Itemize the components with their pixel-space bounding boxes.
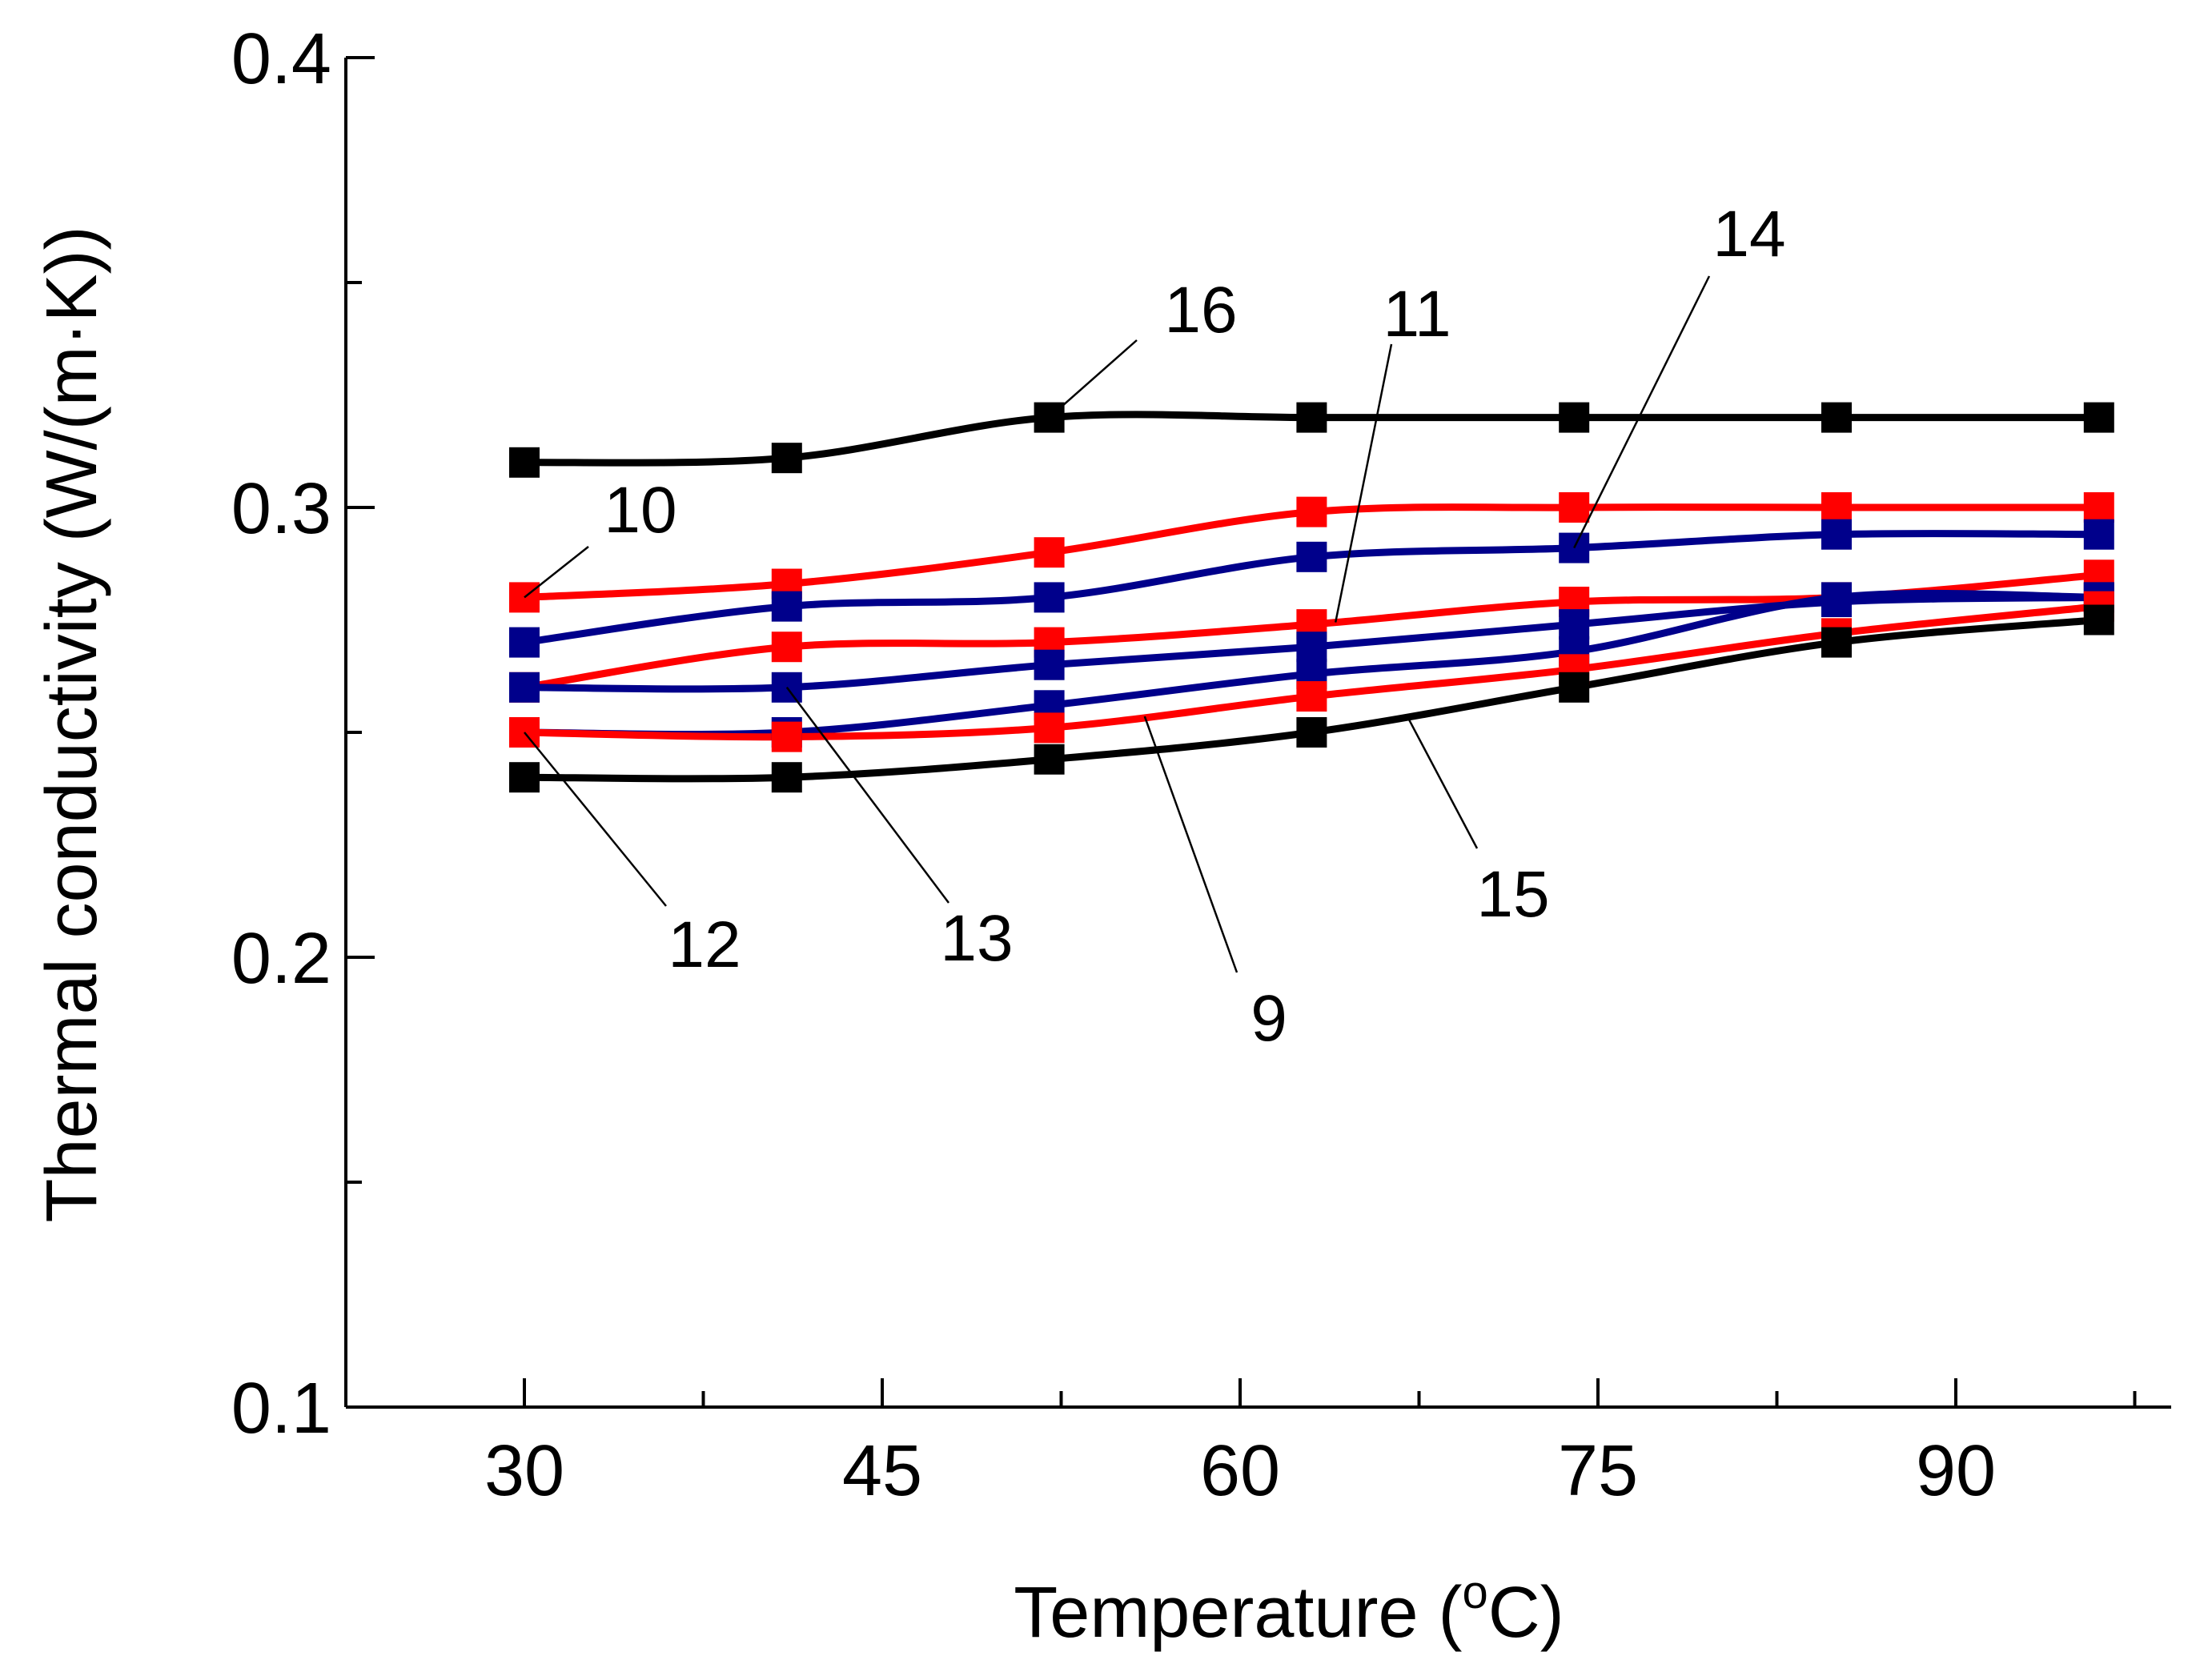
marker-series-12 [1559, 672, 1590, 703]
x-tick-label: 90 [1916, 1431, 1996, 1511]
x-axis-title-main: Temperature ( [1014, 1573, 1462, 1653]
marker-series-12 [1034, 744, 1065, 775]
x-axis-title-superscript: o [1462, 1566, 1487, 1618]
series-label-16: 16 [1164, 274, 1237, 347]
marker-series-14 [771, 591, 802, 622]
leader-line-12 [524, 732, 667, 907]
series-label-13: 13 [940, 902, 1013, 975]
marker-series-16 [1296, 402, 1327, 433]
marker-series-12 [509, 762, 540, 793]
y-tick-label: 0.4 [231, 19, 331, 99]
series-label-9: 9 [1251, 982, 1287, 1055]
marker-series-14 [1296, 541, 1327, 572]
marker-series-12 [771, 762, 802, 793]
series-label-15: 15 [1476, 858, 1549, 931]
y-axis-title: Thermal conductivity (W/(m·K)) [32, 226, 112, 1222]
leader-line-10 [524, 546, 589, 599]
marker-series-10 [1296, 496, 1327, 527]
marker-series-10 [1034, 537, 1065, 568]
leader-line-9 [1143, 716, 1238, 973]
marker-series-10 [1821, 492, 1852, 523]
marker-series-14 [509, 627, 540, 658]
marker-series-13 [1559, 609, 1590, 640]
series-label-12: 12 [668, 908, 741, 981]
marker-series-9 [1034, 712, 1065, 744]
series-label-14: 14 [1712, 198, 1785, 271]
marker-series-16 [771, 443, 802, 474]
y-tick-label: 0.2 [231, 919, 331, 999]
x-tick-label: 45 [842, 1431, 922, 1511]
leader-line-16 [1048, 339, 1138, 419]
x-axis-ticks: 30 45 60 75 90 [484, 1378, 2137, 1511]
marker-series-14 [1821, 519, 1852, 550]
series-label-11: 11 [1383, 278, 1451, 351]
annotation-leaders [524, 275, 1711, 973]
leader-line-14 [1573, 275, 1711, 549]
x-tick-label: 60 [1200, 1431, 1280, 1511]
y-axis-ticks: 0.1 0.2 0.3 0.4 [231, 19, 375, 1449]
leader-line-15 [1406, 715, 1479, 849]
leader-line-13 [785, 687, 949, 904]
series-label-10: 10 [604, 474, 676, 547]
marker-series-10 [2083, 492, 2114, 523]
marker-series-16 [1821, 402, 1852, 433]
leader-line-11 [1334, 343, 1393, 623]
marker-series-9 [1296, 681, 1327, 712]
marker-series-12 [1296, 717, 1327, 748]
marker-series-11 [771, 632, 802, 663]
marker-series-12 [1821, 627, 1852, 658]
marker-series-15 [1821, 582, 1852, 613]
marker-series-14 [2083, 519, 2114, 550]
marker-series-16 [2083, 402, 2114, 433]
x-axis-title: Temperature (oC) [1014, 1566, 1564, 1653]
y-tick-label: 0.3 [231, 469, 331, 549]
marker-series-13 [509, 672, 540, 703]
series-markers [509, 402, 2114, 793]
x-axis-title-tail: C) [1488, 1573, 1564, 1653]
marker-series-12 [2083, 604, 2114, 636]
marker-series-16 [509, 447, 540, 478]
marker-series-10 [1559, 492, 1590, 523]
x-tick-label: 75 [1558, 1431, 1638, 1511]
marker-series-13 [1034, 649, 1065, 680]
marker-series-13 [1296, 632, 1327, 663]
y-tick-label: 0.1 [231, 1369, 331, 1449]
marker-series-16 [1559, 402, 1590, 433]
x-tick-label: 30 [484, 1431, 564, 1511]
marker-series-9 [771, 721, 802, 752]
annotation-labels: 16 10 14 11 12 13 9 15 [604, 198, 1785, 1055]
marker-series-14 [1034, 582, 1065, 613]
